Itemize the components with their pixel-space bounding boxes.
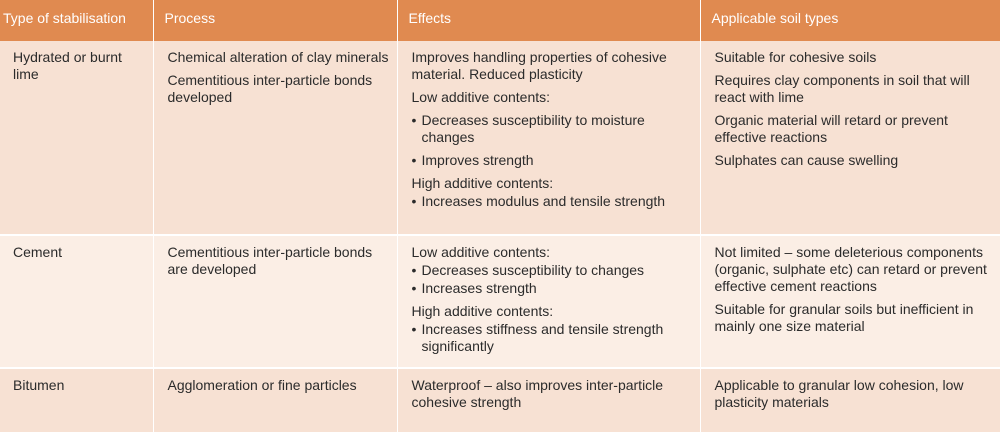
effects-low-heading: Low additive contents: bbox=[411, 89, 551, 105]
effects-intro: Waterproof – also improves inter-particl… bbox=[411, 377, 664, 410]
effects-bullet-item: • Decreases susceptibility to moisture c… bbox=[412, 112, 694, 146]
cell-type: Bitumen bbox=[0, 367, 154, 432]
cell-effects: Waterproof – also improves inter-particl… bbox=[397, 367, 701, 432]
cell-soil-types: Applicable to granular low cohesion, low… bbox=[700, 367, 1000, 432]
bullet-text: Increases modulus and tensile strength bbox=[421, 193, 666, 209]
bullet-text: Improves strength bbox=[421, 152, 534, 168]
process-text: Cementitious inter-particle bonds are de… bbox=[167, 244, 373, 277]
effects-bullet-item: • Increases modulus and tensile strength bbox=[412, 193, 694, 210]
cell-process: Chemical alteration of clay minerals Cem… bbox=[153, 41, 398, 235]
process-text: Agglomeration or fine particles bbox=[167, 377, 357, 393]
table-row-lime: Hydrated or burnt lime Chemical alterati… bbox=[0, 41, 1000, 235]
effects-bullet-item: • Increases strength bbox=[412, 280, 694, 297]
effects-bullet-item: • Improves strength bbox=[412, 152, 694, 169]
bullet-glyph: • bbox=[411, 262, 417, 278]
cell-type: Hydrated or burnt lime bbox=[0, 41, 154, 235]
table-row-bitumen: Bitumen Agglomeration or fine particles … bbox=[0, 367, 1000, 432]
bullet-text: Increases stiffness and tensile strength… bbox=[421, 321, 664, 354]
table-row-cement: Cement Cementitious inter-particle bonds… bbox=[0, 234, 1000, 368]
cell-type: Cement bbox=[0, 234, 154, 368]
soil-text: Suitable for granular soils but ineffici… bbox=[714, 301, 974, 334]
soil-text: Not limited – some deleterious component… bbox=[714, 244, 987, 294]
process-text: Chemical alteration of clay minerals bbox=[167, 49, 389, 65]
cell-soil-types: Suitable for cohesive soils Requires cla… bbox=[700, 41, 1000, 235]
header-soil-types: Applicable soil types bbox=[700, 0, 1000, 41]
type-label: Cement bbox=[13, 244, 63, 260]
bullet-glyph: • bbox=[411, 321, 417, 337]
soil-text: Sulphates can cause swelling bbox=[714, 152, 899, 168]
soil-text: Suitable for cohesive soils bbox=[714, 49, 877, 65]
bullet-text: Increases strength bbox=[421, 280, 537, 296]
header-effects: Effects bbox=[397, 0, 701, 41]
effects-high-heading: High additive contents: bbox=[411, 175, 554, 191]
cell-effects: Low additive contents: • Decreases susce… bbox=[397, 234, 701, 368]
effects-bullet-item: • Decreases susceptibility to changes bbox=[412, 262, 694, 279]
effects-high-heading: High additive contents: bbox=[411, 303, 554, 319]
type-label: Hydrated or burnt lime bbox=[13, 49, 122, 82]
soil-text: Applicable to granular low cohesion, low… bbox=[714, 377, 964, 410]
bullet-glyph: • bbox=[411, 152, 417, 168]
effects-intro: Improves handling properties of cohesive… bbox=[411, 49, 667, 82]
cell-process: Cementitious inter-particle bonds are de… bbox=[153, 234, 398, 368]
type-label: Bitumen bbox=[13, 377, 65, 393]
effects-bullet-item: • Increases stiffness and tensile streng… bbox=[412, 321, 694, 355]
bullet-glyph: • bbox=[411, 112, 417, 128]
header-process: Process bbox=[153, 0, 398, 41]
header-row: Type of stabilisation Process Effects Ap… bbox=[0, 0, 1000, 41]
cell-effects: Improves handling properties of cohesive… bbox=[397, 41, 701, 235]
header-type: Type of stabilisation bbox=[0, 0, 154, 41]
soil-text: Organic material will retard or prevent … bbox=[714, 112, 948, 145]
cell-soil-types: Not limited – some deleterious component… bbox=[700, 234, 1000, 368]
process-text: Cementitious inter-particle bonds develo… bbox=[167, 72, 373, 105]
effects-low-heading: Low additive contents: bbox=[411, 244, 551, 260]
bullet-text: Decreases susceptibility to moisture cha… bbox=[421, 112, 645, 145]
bullet-text: Decreases susceptibility to changes bbox=[421, 262, 645, 278]
cell-process: Agglomeration or fine particles bbox=[153, 367, 398, 432]
soil-text: Requires clay components in soil that wi… bbox=[714, 72, 970, 105]
bullet-glyph: • bbox=[411, 280, 417, 296]
bullet-glyph: • bbox=[411, 193, 417, 209]
